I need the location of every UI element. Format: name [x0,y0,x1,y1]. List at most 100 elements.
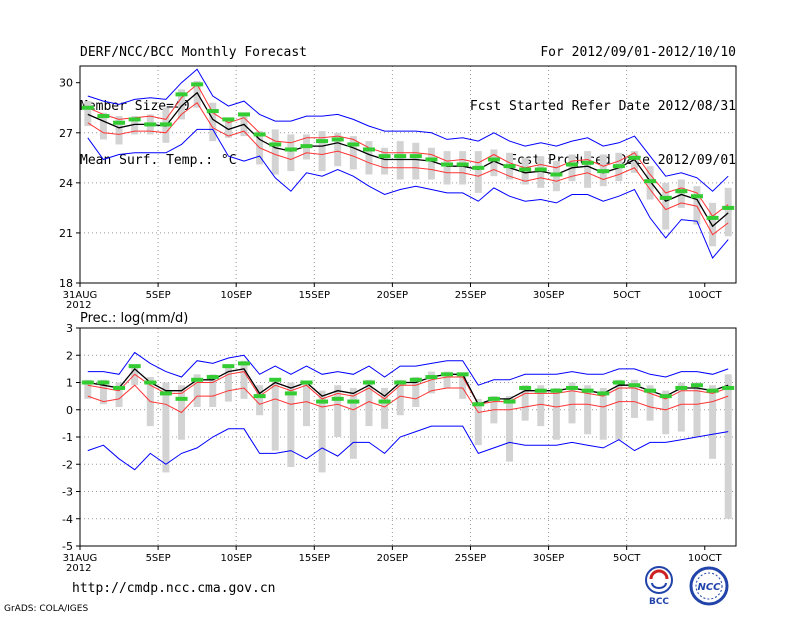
prec-observed-marker [659,394,672,399]
prec-line-upper-outer [87,351,729,386]
temp-observed-marker [113,120,126,125]
temp-line-lower-outer [87,128,729,259]
temp-observed-marker [331,137,344,142]
prec-observed-marker [503,399,516,404]
temp-observed-marker [519,167,532,172]
prec-spread-bar [724,374,732,519]
temp-observed-marker [628,155,641,160]
prec-xtick-label: 20SEP [377,553,408,564]
prec-observed-marker [331,396,344,401]
temp-observed-marker [644,179,657,184]
prec-spread-bar [677,382,685,432]
temp-observed-marker [378,154,391,159]
prec-observed-marker [675,385,688,390]
temp-observed-marker [284,147,297,152]
prec-observed-marker [722,385,735,390]
prec-spread-bar [271,379,279,451]
footer-credit: GrADS: COLA/IGES [4,604,89,614]
header-variable: Mean Surf. Temp.: °C [80,153,237,168]
prec-xtick-label: 10OCT [688,553,723,564]
temp-spread-bar [427,147,435,180]
prec-spread-bar [693,382,701,437]
temp-spread-bar [84,101,92,127]
prec-observed-marker [519,385,532,390]
temp-xtick-label: 25SEP [455,290,486,301]
prec-observed-marker [206,375,219,380]
prec-xtick-label: 31AUG [63,553,98,564]
prec-observed-marker [269,377,282,382]
logos: BCC NCC [645,566,729,607]
prec-spread-bar [365,379,373,427]
prec-spread-bar [646,385,654,421]
temp-spread-bar [349,136,357,170]
prec-spread-bar [521,385,529,421]
prec-spread-bar [443,371,451,388]
prec-spread-bar [459,374,467,399]
prec-spread-bar [630,379,638,418]
prec-line-lower-inner [87,384,729,414]
prec-observed-marker [409,377,422,382]
prec-spread-bar [256,385,264,416]
temp-observed-marker [690,194,703,199]
temp-observed-marker [191,82,204,87]
temp-observed-marker [362,147,375,152]
temp-observed-marker [722,205,735,210]
prec-spread-bar [427,371,435,394]
prec-observed-marker [222,364,235,369]
prec-observed-marker [456,372,469,377]
prec-observed-marker [81,380,94,385]
temp-observed-marker [597,169,610,174]
prec-observed-marker [550,388,563,393]
prec-observed-marker [347,399,360,404]
prec-observed-marker [378,399,391,404]
temp-observed-marker [659,195,672,200]
prec-observed-marker [113,385,126,390]
temp-xtick-label: 30SEP [533,290,564,301]
temp-spread-bar [709,202,717,247]
prec-spread-bar [709,385,717,459]
prec-observed-marker [690,383,703,388]
prec-xtick-label: 5OCT [613,553,641,564]
prec-spread-bar [396,379,404,416]
prec-panel: -5 -4 -3 -2 -1 0 1 2 3 31AUG 5SEP 10SEP 15SEP 20SEP 25… [62,311,737,574]
temp-observed-marker [425,157,438,162]
prec-spread-bar [162,382,170,473]
temp-spread-bar [287,134,295,172]
temp-ytick-label: 18 [59,277,73,290]
prec-spread-bar [552,387,560,440]
prec-observed-marker [425,375,438,380]
header-member-size: Member Size=40 [80,99,190,114]
temp-observed-marker [97,114,110,119]
prec-ytick-label: 3 [66,322,73,335]
prec-observed-marker [253,394,266,399]
prec-observed-marker [159,391,172,396]
temp-observed-marker [206,109,219,114]
temp-spread-bar [662,182,670,230]
temp-xtick-label: 15SEP [299,290,330,301]
temp-observed-marker [253,132,266,137]
temp-spread-bar [318,131,326,172]
temp-observed-marker [456,162,469,167]
prec-spread-bar [334,385,342,437]
temp-observed-marker [581,160,594,165]
prec-observed-marker [581,388,594,393]
prec-ytick-label: -5 [62,540,73,553]
prec-observed-marker [97,380,110,385]
temp-observed-marker [175,92,188,97]
prec-observed-marker [362,380,375,385]
temp-ytick-label: 30 [59,77,73,90]
temp-observed-marker [300,144,313,149]
temp-spread-bar [365,141,373,175]
temp-observed-marker [159,122,172,127]
prec-spread-bar [240,360,248,399]
prec-ytick-label: -1 [62,431,73,444]
temp-spread-bar [412,142,420,180]
temp-line-upper-outer [87,68,729,192]
temp-observed-marker [128,117,141,122]
temp-observed-marker [675,189,688,194]
prec-spread-bar [224,366,232,402]
prec-ytick-label: 0 [66,404,73,417]
prec-observed-marker [128,364,141,369]
footer-url[interactable]: http://cmdp.ncc.cma.gov.cn [72,581,276,596]
